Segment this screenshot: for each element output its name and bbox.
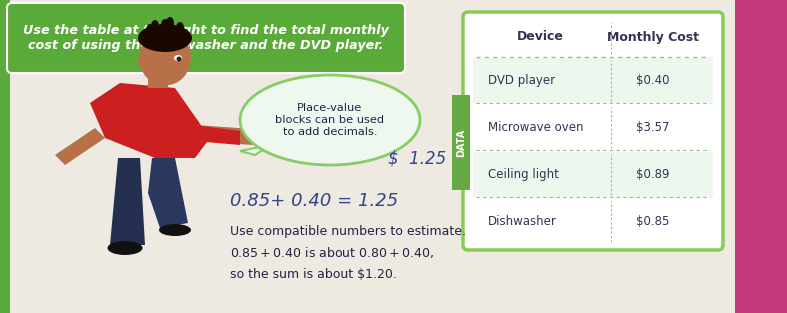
Ellipse shape <box>151 20 159 32</box>
Polygon shape <box>240 145 270 155</box>
FancyBboxPatch shape <box>463 12 723 250</box>
Text: DVD player: DVD player <box>488 74 555 87</box>
Ellipse shape <box>146 24 154 36</box>
Text: $3.57: $3.57 <box>636 121 670 134</box>
Text: so the sum is about $1.20.: so the sum is about $1.20. <box>230 269 397 281</box>
Text: Use the table at the right to find the total monthly
cost of using the dishwashe: Use the table at the right to find the t… <box>23 24 389 52</box>
Text: Dishwasher: Dishwasher <box>488 215 557 228</box>
FancyBboxPatch shape <box>7 3 405 73</box>
Ellipse shape <box>138 55 148 67</box>
Text: $0.85: $0.85 <box>637 215 670 228</box>
Ellipse shape <box>174 55 182 61</box>
Ellipse shape <box>139 30 191 85</box>
Bar <box>452 95 470 190</box>
Text: $0.85 + $0.40 is about $0.80 + $0.40,: $0.85 + $0.40 is about $0.80 + $0.40, <box>230 245 434 260</box>
Polygon shape <box>148 158 188 228</box>
Bar <box>148 68 168 88</box>
Bar <box>473 152 713 197</box>
Text: DATA: DATA <box>456 128 466 156</box>
Text: $0.89: $0.89 <box>636 168 670 181</box>
Polygon shape <box>110 158 145 245</box>
Circle shape <box>176 57 182 61</box>
Text: Place-value
blocks can be used
to add decimals.: Place-value blocks can be used to add de… <box>275 103 385 136</box>
Ellipse shape <box>159 224 191 236</box>
Text: Microwave oven: Microwave oven <box>488 121 583 134</box>
Text: 0.85+ 0.40 = 1.25: 0.85+ 0.40 = 1.25 <box>230 192 398 210</box>
Ellipse shape <box>138 24 192 52</box>
Ellipse shape <box>161 19 169 31</box>
Ellipse shape <box>240 75 420 165</box>
Text: Use compatible numbers to estimate.: Use compatible numbers to estimate. <box>230 224 466 238</box>
Text: Monthly Cost: Monthly Cost <box>607 30 699 44</box>
Bar <box>735 0 787 313</box>
Polygon shape <box>195 125 345 151</box>
Ellipse shape <box>108 241 142 255</box>
Text: Device: Device <box>516 30 563 44</box>
Text: Ceiling light: Ceiling light <box>488 168 559 181</box>
Bar <box>0 0 10 313</box>
Polygon shape <box>55 128 105 165</box>
Ellipse shape <box>166 17 174 29</box>
Bar <box>473 58 713 103</box>
Text: $  1.25: $ 1.25 <box>388 149 446 167</box>
Text: $0.40: $0.40 <box>636 74 670 87</box>
Polygon shape <box>195 125 240 145</box>
Ellipse shape <box>176 22 184 34</box>
Polygon shape <box>90 83 210 158</box>
